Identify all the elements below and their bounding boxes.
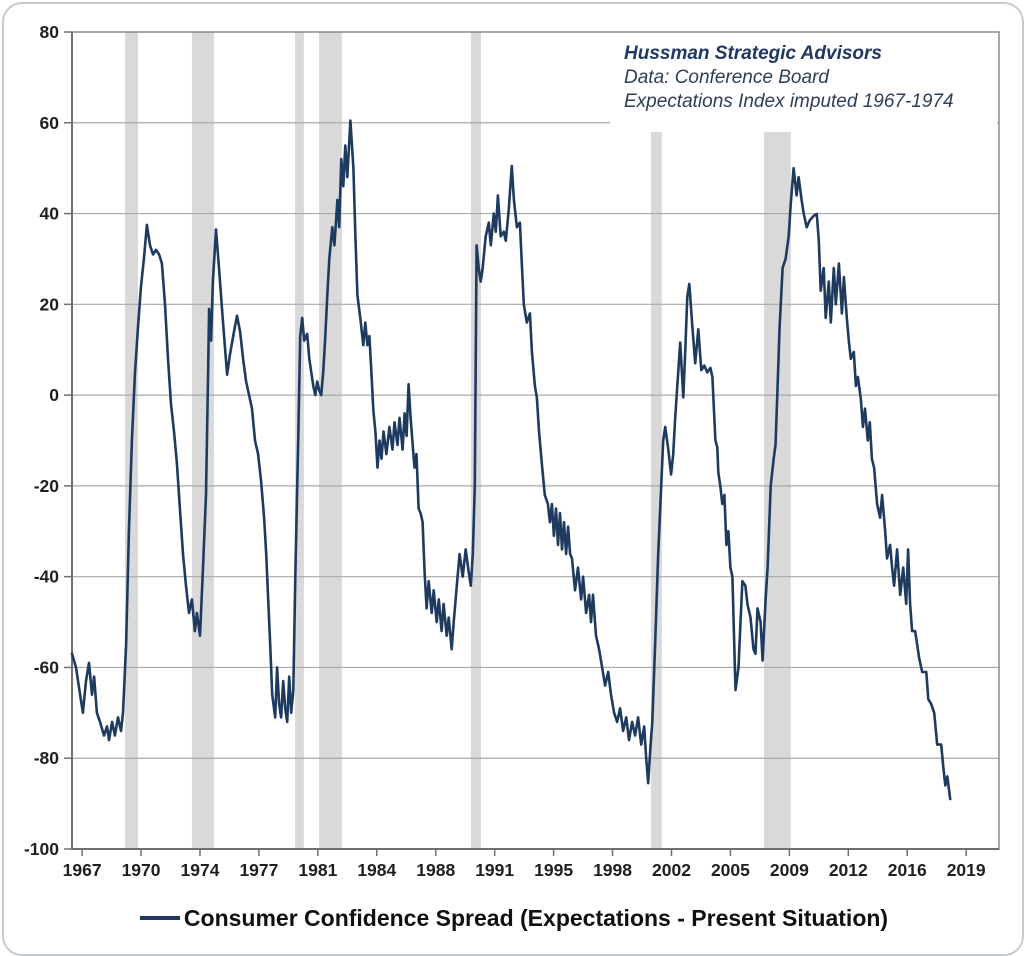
y-tick-label: -60 [34,657,60,677]
recession-band [650,131,662,849]
series-line [70,119,952,801]
x-tick-label: 1967 [63,860,102,880]
annotation-box: Hussman Strategic Advisors Data: Confere… [610,36,997,128]
annotation-source: Hussman Strategic Advisors [624,43,882,64]
x-tick-label: 2012 [829,860,868,880]
y-tick-label: 40 [40,204,60,224]
x-tick-label: 1970 [122,860,161,880]
y-tick-label: -80 [34,748,60,768]
x-tick-label: 1977 [239,860,278,880]
x-tick-label: 1984 [357,860,396,880]
y-tick-label: 60 [40,113,60,133]
y-tick-label: -40 [34,567,60,587]
chart-legend: Consumer Confidence Spread (Expectations… [4,897,1022,939]
y-tick-label: 20 [40,294,60,314]
annotation-data-note: Data: Conference Board [624,67,829,88]
annotation-imputed-note: Expectations Index imputed 1967-1974 [624,91,954,112]
x-tick-label: 1995 [534,860,573,880]
x-tick-label: 1988 [416,860,455,880]
x-tick-label: 1974 [181,860,220,880]
y-tick-label: -100 [24,839,59,859]
y-tick-label: 0 [49,385,59,405]
recession-band [763,131,791,849]
legend-line-marker [139,916,180,920]
x-tick-label: 2019 [947,860,986,880]
x-tick-label: 2009 [770,860,809,880]
y-tick-label: -20 [34,476,60,496]
x-tick-label: 2016 [888,860,927,880]
x-tick-label: 2002 [652,860,691,880]
x-tick-label: 1981 [298,860,337,880]
x-tick-label: 1998 [593,860,632,880]
recession-band [191,32,214,849]
legend-label: Consumer Confidence Spread (Expectations… [183,904,889,931]
y-tick-label: 80 [40,22,60,42]
x-tick-label: 1991 [475,860,514,880]
x-tick-label: 2005 [711,860,750,880]
recession-band [319,32,342,849]
